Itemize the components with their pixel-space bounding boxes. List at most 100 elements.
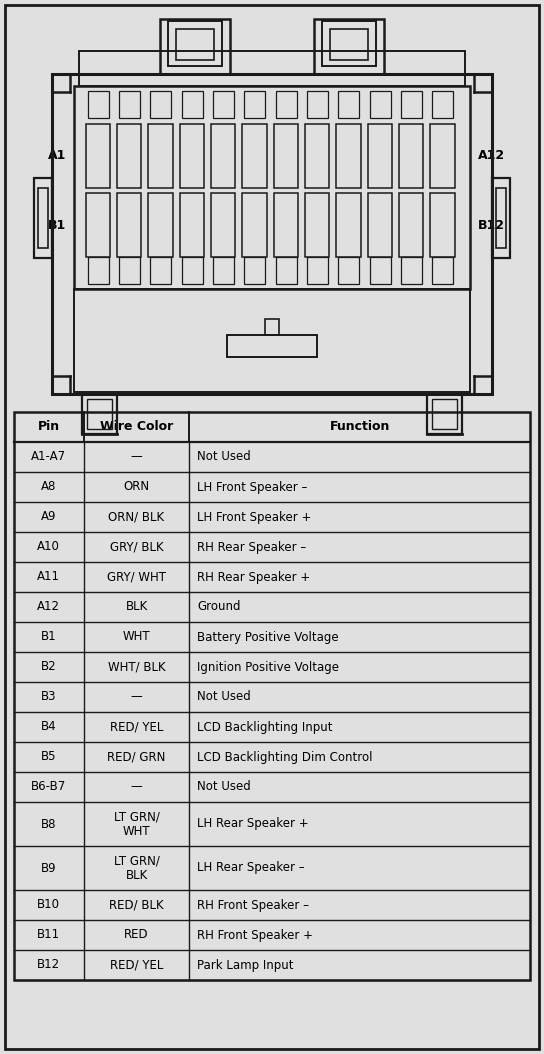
Text: Function: Function [330,421,390,433]
Text: BLK: BLK [126,601,147,613]
Text: WHT: WHT [123,630,150,644]
Text: B9: B9 [41,861,57,875]
Text: —: — [131,690,143,703]
Text: A1-A7: A1-A7 [31,450,66,464]
Bar [86,193,110,257]
Bar [117,123,141,188]
Bar [182,257,202,284]
Text: A12: A12 [478,150,505,162]
Bar [338,257,359,284]
Bar [86,123,110,188]
Text: RH Rear Speaker –: RH Rear Speaker – [197,541,307,553]
Bar [314,19,384,74]
Text: A10: A10 [38,541,60,553]
Bar [79,51,465,86]
Bar [74,86,470,289]
Bar [149,193,173,257]
Text: —: — [131,450,143,464]
Text: GRY/ BLK: GRY/ BLK [110,541,163,553]
Bar [180,123,204,188]
Bar [274,123,298,188]
Text: LCD Backlighting Dim Control: LCD Backlighting Dim Control [197,750,373,763]
Bar [74,289,470,392]
Bar [52,74,492,394]
Bar [401,257,422,284]
Text: B6-B7: B6-B7 [31,781,66,794]
Text: RH Rear Speaker +: RH Rear Speaker + [197,570,311,584]
Text: RED/ BLK: RED/ BLK [109,898,164,912]
Bar [427,394,462,434]
Text: LH Front Speaker –: LH Front Speaker – [197,481,308,493]
Bar [34,178,52,258]
Text: B12: B12 [38,958,60,972]
Bar [149,123,173,188]
Bar [399,123,423,188]
Bar [213,257,234,284]
Text: B1: B1 [48,218,66,232]
Bar [213,91,234,118]
Text: RED/ YEL: RED/ YEL [110,721,163,734]
Bar [430,123,455,188]
Text: Ignition Positive Voltage: Ignition Positive Voltage [197,661,339,674]
Bar [330,30,368,60]
Bar [370,91,391,118]
Bar [88,257,109,284]
Text: Wire Color: Wire Color [100,421,173,433]
Bar [14,412,530,980]
Text: B8: B8 [41,818,57,831]
Bar [276,91,296,118]
Bar [430,193,455,257]
Text: A12: A12 [38,601,60,613]
Bar [180,193,204,257]
Text: LH Rear Speaker –: LH Rear Speaker – [197,861,305,875]
Bar [307,91,328,118]
Text: LT GRN/
BLK: LT GRN/ BLK [114,854,159,882]
Bar [211,123,236,188]
Text: RH Front Speaker –: RH Front Speaker – [197,898,310,912]
Text: B5: B5 [41,750,57,763]
Bar [160,19,230,74]
Text: LT GRN/
WHT: LT GRN/ WHT [114,811,159,838]
Text: ORN: ORN [123,481,150,493]
Text: B10: B10 [38,898,60,912]
Text: A1: A1 [48,150,66,162]
Text: A9: A9 [41,510,57,524]
Bar [117,193,141,257]
Bar [265,318,279,335]
Text: —: — [131,781,143,794]
Text: LCD Backlighting Input: LCD Backlighting Input [197,721,333,734]
Text: Not Used: Not Used [197,450,251,464]
Bar [336,193,361,257]
Bar [305,193,330,257]
Bar [227,335,317,356]
Text: A8: A8 [41,481,57,493]
Bar [151,257,171,284]
Bar [401,91,422,118]
Bar [336,123,361,188]
Bar [88,91,109,118]
Bar [338,91,359,118]
Text: RED: RED [124,929,149,941]
Bar [243,123,267,188]
Bar [182,91,202,118]
Text: WHT/ BLK: WHT/ BLK [108,661,165,674]
Bar [496,188,506,248]
Bar [432,399,457,429]
Bar [368,123,392,188]
Bar [243,193,267,257]
Text: Not Used: Not Used [197,690,251,703]
Text: Pin: Pin [38,421,60,433]
Text: Battery Positive Voltage: Battery Positive Voltage [197,630,339,644]
Bar [274,193,298,257]
Bar [305,123,330,188]
Bar [82,394,117,434]
Bar [244,257,265,284]
Bar [307,257,328,284]
Text: LH Front Speaker +: LH Front Speaker + [197,510,312,524]
Bar [119,91,140,118]
Text: B3: B3 [41,690,57,703]
Bar [492,178,510,258]
Text: RH Front Speaker +: RH Front Speaker + [197,929,313,941]
Text: B12: B12 [478,218,505,232]
Bar [244,91,265,118]
